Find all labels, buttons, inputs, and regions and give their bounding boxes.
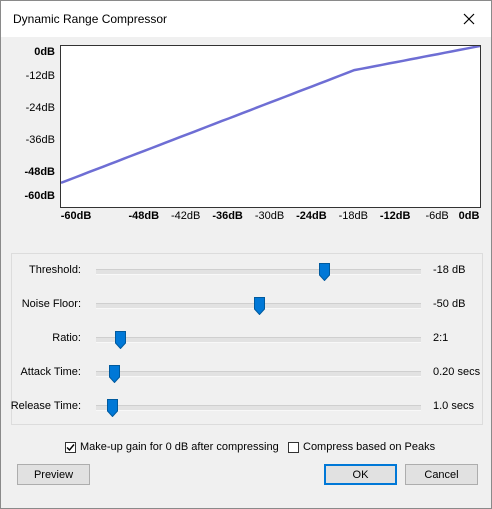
x-tick-label: -60dB	[60, 210, 92, 222]
close-icon	[463, 13, 475, 25]
preview-button[interactable]: Preview	[17, 464, 90, 485]
slider-value: -50 dB	[433, 298, 466, 310]
checkmark-icon	[66, 443, 75, 451]
x-tick-label: 0dB	[458, 210, 480, 222]
x-tick-label: -18dB	[338, 210, 368, 222]
x-tick-label: -6dB	[425, 210, 449, 222]
close-button[interactable]	[447, 1, 491, 37]
slider-track[interactable]	[96, 405, 421, 411]
slider-thumb[interactable]	[318, 263, 330, 281]
slider-label: Attack Time:	[20, 366, 81, 378]
x-tick-label: -42dB	[171, 210, 201, 222]
slider-thumb[interactable]	[115, 331, 127, 349]
compression-curve	[61, 46, 480, 184]
slider-thumb[interactable]	[108, 365, 120, 383]
slider-thumb[interactable]	[253, 297, 265, 315]
peaks-checkbox[interactable]: Compress based on Peaks	[288, 439, 435, 455]
y-tick-label: -36dB	[25, 134, 55, 146]
title-bar: Dynamic Range Compressor	[1, 1, 491, 37]
peaks-label: Compress based on Peaks	[303, 441, 436, 453]
makeup-gain-box[interactable]	[65, 441, 76, 453]
x-tick-label: -24dB	[296, 210, 327, 222]
x-tick-label: -12dB	[379, 210, 411, 222]
slider-thumb[interactable]	[106, 399, 118, 417]
y-tick-label: -60dB	[24, 190, 55, 202]
slider-label: Ratio:	[52, 332, 81, 344]
slider-value: 0.20 secs	[433, 366, 481, 378]
slider-value: 2:1	[433, 332, 449, 344]
ok-button[interactable]: OK	[324, 464, 397, 485]
x-tick-label: -30dB	[254, 210, 285, 222]
slider-value: -18 dB	[433, 264, 466, 276]
slider-value: 1.0 secs	[433, 400, 474, 412]
compression-graph	[60, 45, 481, 208]
x-tick-label: -48dB	[128, 210, 160, 222]
x-tick-label: -36dB	[212, 210, 243, 222]
dialog-title: Dynamic Range Compressor	[13, 12, 168, 26]
y-tick-label: -24dB	[25, 102, 55, 114]
slider-track[interactable]	[96, 371, 421, 377]
slider-label: Release Time:	[10, 400, 81, 412]
slider-label: Noise Floor:	[21, 298, 81, 310]
peaks-box[interactable]	[288, 441, 299, 453]
y-tick-label: -12dB	[25, 70, 55, 82]
slider-label: Threshold:	[29, 264, 81, 276]
makeup-gain-label: Make-up gain for 0 dB after compressing	[80, 441, 279, 453]
y-tick-label: -48dB	[24, 166, 55, 178]
makeup-gain-checkbox[interactable]: Make-up gain for 0 dB after compressing	[65, 439, 279, 455]
slider-track[interactable]	[96, 269, 421, 275]
slider-track[interactable]	[96, 337, 421, 343]
parameters-group	[11, 253, 483, 425]
cancel-button[interactable]: Cancel	[405, 464, 478, 485]
y-tick-label: 0dB	[34, 46, 55, 58]
